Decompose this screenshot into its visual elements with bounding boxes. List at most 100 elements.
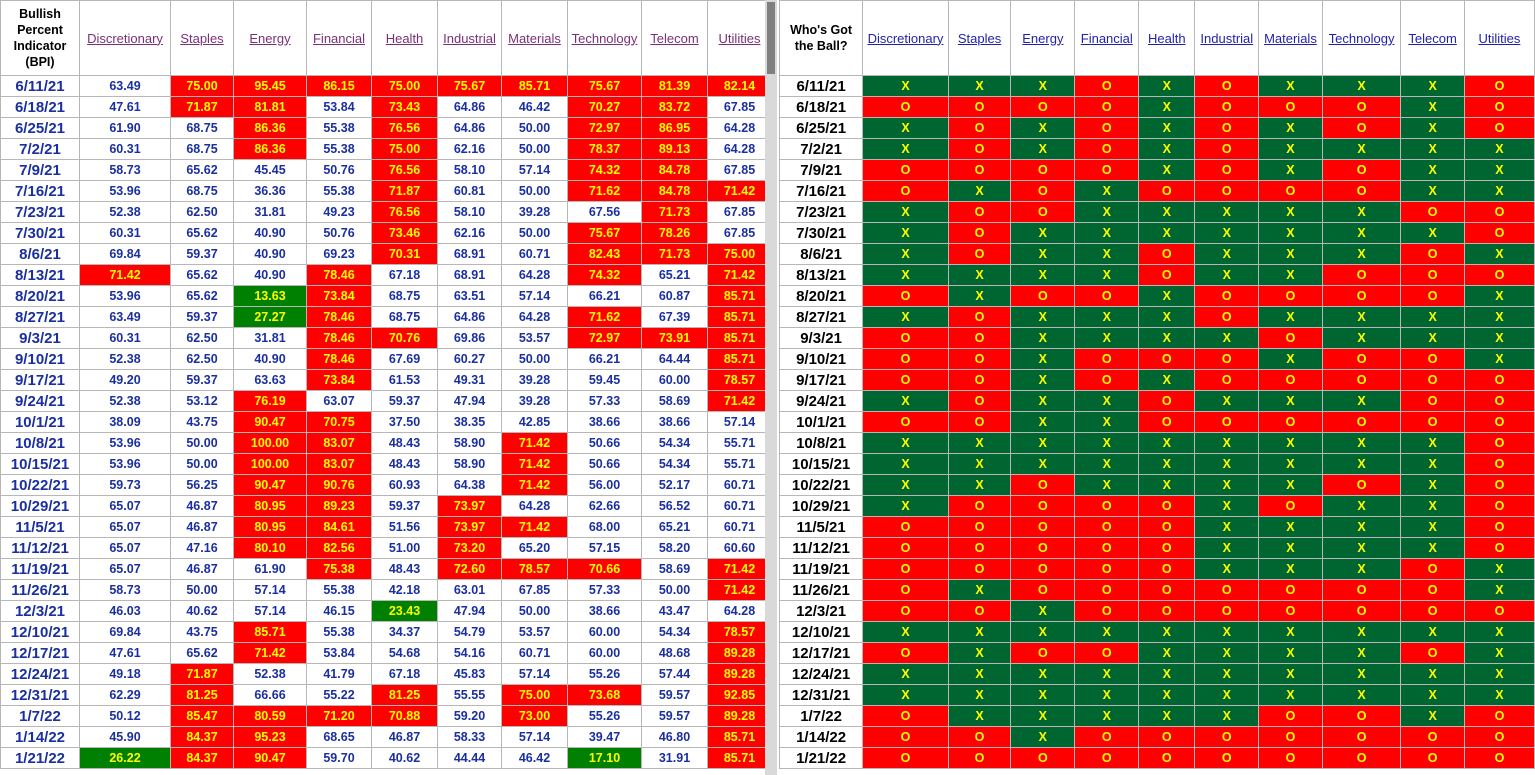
ball-mark-cell[interactable]: X	[1400, 453, 1465, 475]
bpi-value-cell[interactable]: 71.42	[707, 390, 772, 412]
ball-mark-cell[interactable]: O	[1400, 243, 1465, 265]
bpi-value-cell[interactable]: 42.85	[501, 411, 568, 433]
date-cell[interactable]: 10/15/21	[778, 453, 864, 475]
ball-mark-cell[interactable]: O	[1321, 600, 1402, 622]
date-cell[interactable]: 8/13/21	[0, 264, 80, 286]
bpi-value-cell[interactable]: 71.73	[641, 243, 708, 265]
ball-mark-cell[interactable]: X	[1321, 684, 1402, 706]
ball-mark-cell[interactable]: O	[1010, 495, 1076, 517]
ball-mark-cell[interactable]: O	[1138, 390, 1196, 412]
ball-mark-cell[interactable]: X	[1400, 75, 1465, 97]
bpi-value-cell[interactable]: 65.62	[170, 222, 234, 244]
bpi-value-cell[interactable]: 59.73	[79, 474, 171, 496]
ball-mark-cell[interactable]: X	[1194, 264, 1260, 286]
bpi-value-cell[interactable]: 85.71	[501, 75, 568, 97]
bpi-value-cell[interactable]: 68.00	[567, 516, 642, 538]
date-cell[interactable]: 6/11/21	[0, 75, 80, 97]
ball-mark-cell[interactable]: X	[1321, 621, 1402, 643]
bpi-value-cell[interactable]: 66.21	[567, 348, 642, 370]
ball-mark-cell[interactable]: X	[947, 453, 1012, 475]
date-cell[interactable]: 10/1/21	[778, 411, 864, 433]
ball-mark-cell[interactable]: O	[862, 159, 949, 181]
date-cell[interactable]: 8/20/21	[0, 285, 80, 307]
ball-mark-cell[interactable]: X	[1400, 327, 1465, 349]
date-cell[interactable]: 7/16/21	[778, 180, 864, 202]
ball-mark-cell[interactable]: O	[1194, 579, 1260, 601]
bpi-value-cell[interactable]: 82.56	[306, 537, 372, 559]
bpi-value-cell[interactable]: 68.91	[437, 264, 502, 286]
ball-mark-cell[interactable]: X	[1194, 243, 1260, 265]
ball-mark-cell[interactable]: O	[862, 600, 949, 622]
date-cell[interactable]: 7/9/21	[778, 159, 864, 181]
ball-mark-cell[interactable]: X	[1010, 600, 1076, 622]
ball-mark-cell[interactable]: O	[1321, 180, 1402, 202]
bpi-value-cell[interactable]: 89.28	[707, 642, 772, 664]
bpi-value-cell[interactable]: 38.09	[79, 411, 171, 433]
ball-mark-cell[interactable]: O	[1074, 600, 1140, 622]
bpi-value-cell[interactable]: 46.87	[170, 495, 234, 517]
ball-mark-cell[interactable]: O	[1074, 747, 1140, 769]
bpi-value-cell[interactable]: 57.33	[567, 579, 642, 601]
bpi-value-cell[interactable]: 45.45	[233, 159, 307, 181]
bpi-value-cell[interactable]: 59.37	[170, 369, 234, 391]
ball-mark-cell[interactable]: X	[1194, 201, 1260, 223]
ball-mark-cell[interactable]: X	[1258, 222, 1323, 244]
sector-link-financial[interactable]: Financial	[312, 30, 366, 46]
bpi-value-cell[interactable]: 68.75	[170, 138, 234, 160]
bpi-value-cell[interactable]: 31.81	[233, 327, 307, 349]
bpi-value-cell[interactable]: 69.86	[437, 327, 502, 349]
bpi-value-cell[interactable]: 90.76	[306, 474, 372, 496]
bpi-value-cell[interactable]: 56.25	[170, 474, 234, 496]
ball-mark-cell[interactable]: O	[1010, 642, 1076, 664]
ball-mark-cell[interactable]: O	[947, 117, 1012, 139]
ball-mark-cell[interactable]: O	[947, 747, 1012, 769]
bpi-value-cell[interactable]: 95.45	[233, 75, 307, 97]
date-cell[interactable]: 7/30/21	[778, 222, 864, 244]
bpi-value-cell[interactable]: 64.28	[707, 138, 772, 160]
ball-mark-cell[interactable]: O	[1138, 516, 1196, 538]
date-cell[interactable]: 10/1/21	[0, 411, 80, 433]
bpi-value-cell[interactable]: 62.50	[170, 201, 234, 223]
bpi-value-cell[interactable]: 58.10	[437, 201, 502, 223]
ball-mark-cell[interactable]: X	[947, 705, 1012, 727]
bpi-value-cell[interactable]: 64.28	[501, 264, 568, 286]
splitter-thumb[interactable]	[767, 2, 775, 74]
ball-mark-cell[interactable]: O	[1463, 537, 1535, 559]
bpi-value-cell[interactable]: 56.00	[567, 474, 642, 496]
date-cell[interactable]: 9/24/21	[0, 390, 80, 412]
ball-mark-cell[interactable]: X	[1400, 117, 1465, 139]
bpi-value-cell[interactable]: 64.28	[501, 495, 568, 517]
bpi-value-cell[interactable]: 55.71	[707, 453, 772, 475]
bpi-value-cell[interactable]: 78.57	[707, 621, 772, 643]
bpi-value-cell[interactable]: 38.66	[567, 411, 642, 433]
ball-mark-cell[interactable]: X	[947, 621, 1012, 643]
ball-mark-cell[interactable]: X	[862, 75, 949, 97]
ball-mark-cell[interactable]: X	[1194, 390, 1260, 412]
bpi-value-cell[interactable]: 75.38	[306, 558, 372, 580]
ball-mark-cell[interactable]: X	[1321, 663, 1402, 685]
date-cell[interactable]: 11/19/21	[0, 558, 80, 580]
ball-mark-cell[interactable]: O	[1400, 579, 1465, 601]
bpi-value-cell[interactable]: 85.71	[707, 747, 772, 769]
bpi-value-cell[interactable]: 85.71	[707, 306, 772, 328]
bpi-value-cell[interactable]: 78.46	[306, 264, 372, 286]
bpi-value-cell[interactable]: 75.67	[437, 75, 502, 97]
date-cell[interactable]: 12/24/21	[0, 663, 80, 685]
ball-mark-cell[interactable]: O	[1258, 369, 1323, 391]
ball-mark-cell[interactable]: O	[1138, 747, 1196, 769]
ball-mark-cell[interactable]: O	[947, 558, 1012, 580]
bpi-value-cell[interactable]: 71.42	[707, 579, 772, 601]
ball-mark-cell[interactable]: X	[1400, 705, 1465, 727]
bpi-value-cell[interactable]: 63.51	[437, 285, 502, 307]
bpi-value-cell[interactable]: 84.61	[306, 516, 372, 538]
ball-mark-cell[interactable]: X	[1258, 453, 1323, 475]
bpi-value-cell[interactable]: 58.33	[437, 726, 502, 748]
ball-mark-cell[interactable]: O	[1258, 747, 1323, 769]
bpi-value-cell[interactable]: 75.67	[567, 75, 642, 97]
bpi-value-cell[interactable]: 85.71	[707, 327, 772, 349]
date-cell[interactable]: 12/10/21	[778, 621, 864, 643]
ball-mark-cell[interactable]: X	[1321, 201, 1402, 223]
bpi-value-cell[interactable]: 76.56	[371, 159, 438, 181]
bpi-value-cell[interactable]: 46.80	[641, 726, 708, 748]
ball-mark-cell[interactable]: X	[1258, 558, 1323, 580]
